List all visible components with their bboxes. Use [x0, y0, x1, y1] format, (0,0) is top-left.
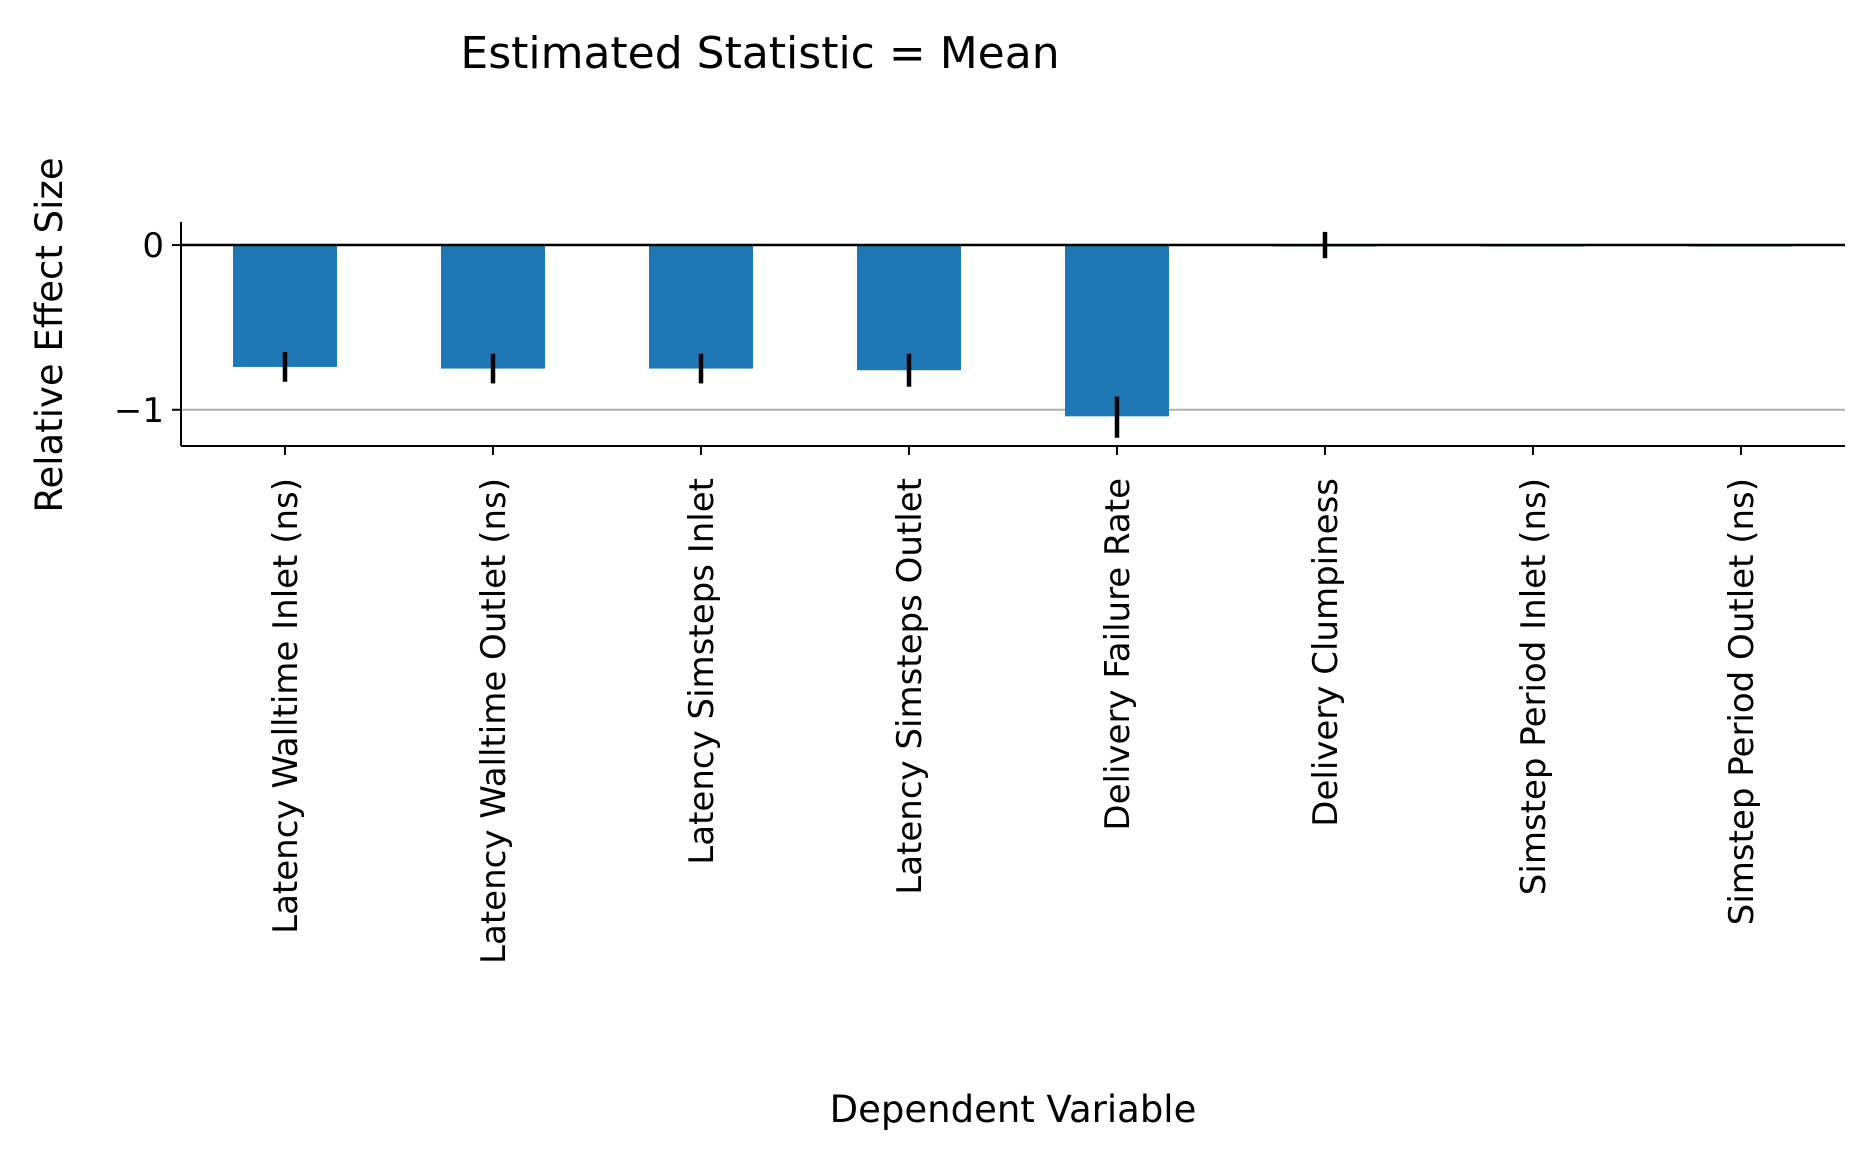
x-ticks: Latency Walltime Inlet (ns) Latency Wallt… [266, 446, 1762, 964]
x-tick-label-4: Delivery Failure Rate [1098, 478, 1138, 831]
x-tick-label-3: Latency Simsteps Outlet [890, 478, 930, 895]
bar-0 [233, 245, 337, 367]
bar-1 [441, 245, 545, 369]
y-tick-label-0: 0 [142, 226, 164, 266]
x-tick-label-6: Simstep Period Inlet (ns) [1514, 478, 1554, 895]
bar-3 [857, 245, 961, 371]
x-tick-label-1: Latency Walltime Outlet (ns) [474, 478, 514, 964]
y-ticks: 0 −1 [114, 226, 181, 431]
error-bars [282, 231, 1328, 438]
y-tick-label-1: −1 [114, 391, 164, 431]
x-tick-label-7: Simstep Period Outlet (ns) [1722, 478, 1762, 925]
y-axis-label: Relative Effect Size [28, 157, 71, 512]
chart-title: Estimated Statistic = Mean [460, 28, 1059, 79]
gridlines [181, 244, 1845, 411]
x-axis-label: Dependent Variable [830, 1088, 1197, 1131]
axes [180, 222, 1845, 447]
bars [233, 245, 1793, 417]
x-tick-label-5: Delivery Clumpiness [1306, 478, 1346, 827]
x-tick-label-2: Latency Simsteps Inlet [682, 478, 722, 865]
bar-4 [1065, 245, 1169, 417]
bar-2 [649, 245, 753, 369]
x-tick-label-0: Latency Walltime Inlet (ns) [266, 478, 306, 934]
